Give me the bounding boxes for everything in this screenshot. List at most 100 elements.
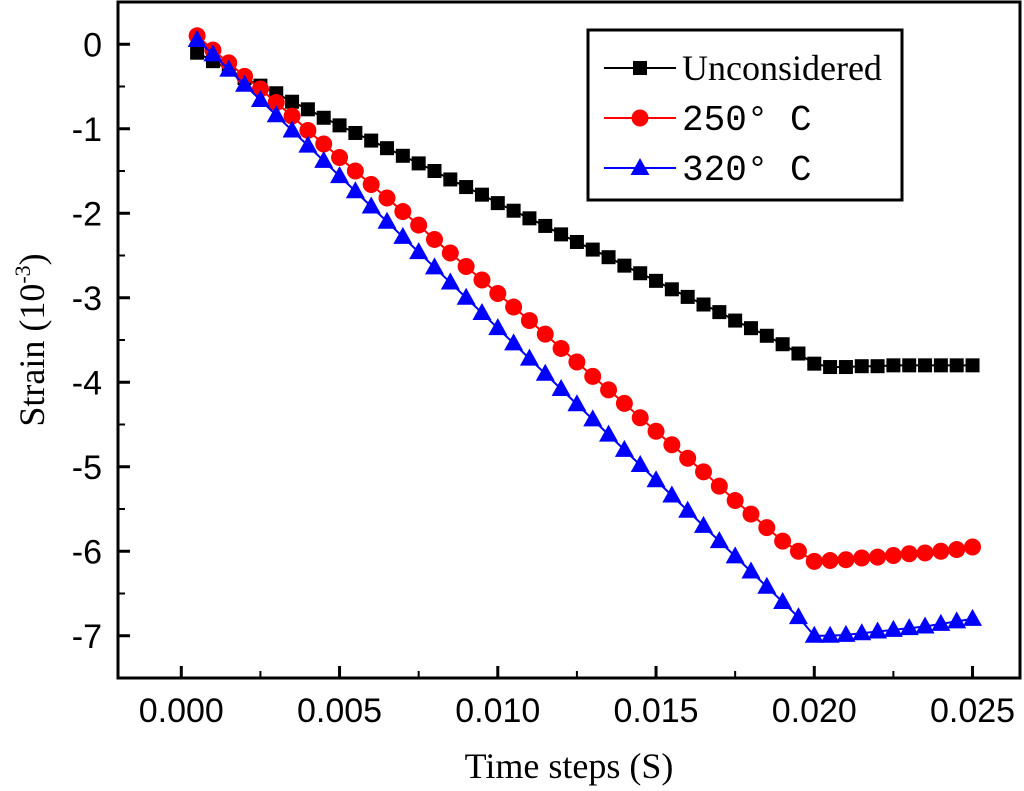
data-point [472,302,492,320]
data-point [837,551,855,569]
data-point [805,552,823,570]
data-point [346,162,364,180]
data-point [332,118,347,133]
data-point [725,546,745,564]
data-point [647,422,665,440]
data-point [680,289,695,304]
data-point [393,226,413,244]
data-point [474,187,489,202]
data-point [773,591,793,609]
data-point [361,196,381,214]
data-point [696,297,711,312]
data-point [742,505,760,523]
data-point [600,381,618,399]
data-point [804,625,824,643]
data-point [551,379,571,397]
data-point [757,576,777,594]
y-tick-label: -1 [72,111,102,149]
data-point [457,257,475,275]
y-tick-label: -6 [72,533,102,571]
legend-label: 320° C [682,150,812,191]
data-point [266,105,286,123]
data-point [853,549,871,567]
data-point [884,546,902,564]
data-point [615,394,633,412]
data-point [963,608,983,626]
legend-label: Unconsidered [682,48,882,88]
data-point [947,611,967,629]
data-point [791,346,806,361]
legend-item-1: Unconsidered [604,48,882,88]
data-point [190,45,205,60]
data-point [459,180,474,195]
data-point [267,94,285,112]
data-point [838,360,853,375]
data-point [473,271,491,289]
data-point [630,455,650,473]
y-tick-label: -4 [72,364,102,402]
data-point [965,358,980,373]
legend-item-3: 320° C [604,150,812,191]
data-point [743,321,758,336]
data-point [646,470,666,488]
data-point [331,148,349,166]
data-point [364,133,379,148]
data-point [899,618,919,636]
series-3 [187,30,983,643]
data-point [614,439,634,457]
data-point [933,358,948,373]
data-point [678,500,698,518]
data-point [298,135,318,153]
data-point [854,359,869,374]
data-point [535,363,555,381]
data-point [728,313,743,328]
data-point [282,120,302,138]
x-tick-label: 0.020 [772,692,857,730]
series-2 [188,27,982,570]
data-point [456,287,476,305]
data-point [633,266,648,281]
data-point [774,532,792,550]
data-point [285,94,300,109]
data-point [902,358,917,373]
data-point [617,258,632,273]
data-point [836,624,856,642]
data-point [251,80,269,98]
y-tick-label: -2 [72,195,102,233]
legend-marker [631,109,649,127]
data-point [585,242,600,257]
legend-label: 250° C [682,100,812,141]
data-point [568,353,586,371]
data-point [789,542,807,560]
data-point [821,552,839,570]
data-point [807,356,822,371]
legend-marker [630,158,650,175]
data-point [283,107,301,125]
data-point [916,544,934,562]
data-point [931,613,951,631]
data-point [488,318,508,336]
data-point [679,449,697,467]
data-point [775,337,790,352]
data-point [506,203,521,218]
data-point [378,189,396,207]
data-point [411,156,426,171]
data-point [583,409,603,427]
y-axis: 0 -1 -2 -3 -4 -5 -6 -7 [72,26,130,656]
data-point [710,477,728,495]
data-point [300,102,315,117]
data-point [664,282,679,297]
data-point [883,619,903,637]
x-tick-label: 0.000 [139,692,224,730]
x-tick-label: 0.010 [455,692,540,730]
x-axis: 0.000 0.005 0.010 0.015 0.020 0.025 [139,666,1015,730]
data-point [316,110,331,125]
data-point [538,218,553,233]
data-point [552,339,570,357]
legend: Unconsidered 250° C 320° C [586,28,904,202]
data-point [441,244,459,262]
data-point [948,541,966,559]
data-point [409,242,429,260]
data-point [443,172,458,187]
